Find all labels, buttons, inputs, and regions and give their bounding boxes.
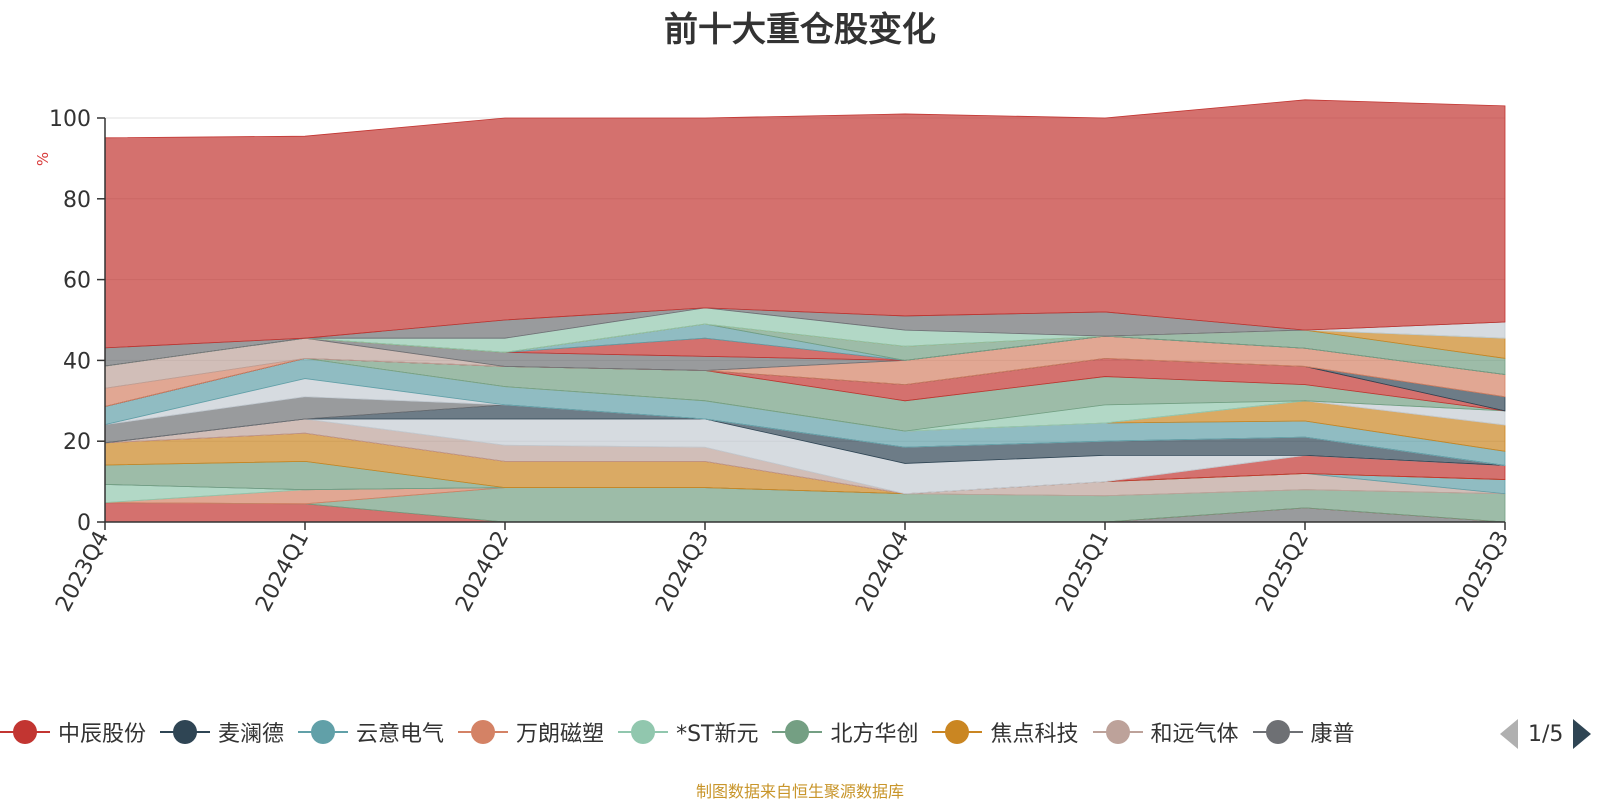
legend-item[interactable]: 麦澜德	[160, 716, 284, 748]
legend-item[interactable]: 和远气体	[1092, 716, 1239, 748]
legend-item-label: 北方华创	[830, 722, 919, 747]
legend-item[interactable]: 北方华创	[772, 716, 918, 748]
legend-marker-icon	[458, 719, 509, 745]
source-note: 制图数据来自恒生聚源数据库	[695, 782, 904, 801]
x-tick-label: 2024Q2	[451, 527, 514, 616]
chart-title: 前十大重仓股变化	[664, 10, 936, 50]
y-tick-label: 100	[49, 107, 91, 132]
y-tick-label: 20	[63, 430, 91, 455]
x-tick-label: 2025Q1	[1051, 527, 1114, 616]
legend-marker-icon	[1092, 719, 1143, 745]
y-tick-label: 80	[63, 188, 91, 213]
legend-item[interactable]: 云意电气	[298, 716, 444, 748]
legend-item[interactable]: 康普	[1252, 716, 1355, 748]
legend-marker-icon	[298, 719, 349, 745]
y-tick-label: 0	[77, 511, 91, 536]
x-tick-label: 2023Q4	[51, 527, 114, 616]
legend-item[interactable]: 万朗磁塑	[458, 716, 604, 748]
x-tick-label: 2025Q2	[1251, 527, 1314, 616]
legend-next-icon[interactable]	[1573, 719, 1592, 749]
legend-item-label: *ST新元	[676, 722, 759, 747]
legend-marker-icon	[0, 719, 50, 745]
x-tick-label: 2024Q1	[251, 527, 314, 616]
legend-marker-icon	[1252, 719, 1303, 745]
x-tick-label: 2025Q3	[1451, 527, 1514, 616]
legend-page-indicator: 1/5	[1528, 721, 1564, 747]
x-tick-label: 2024Q4	[851, 527, 914, 616]
y-tick-label: 60	[63, 269, 91, 294]
area-series-32	[104, 99, 1506, 349]
legend-item-label: 康普	[1310, 722, 1355, 747]
legend-item-label: 中辰股份	[58, 722, 147, 747]
legend-item-label: 焦点科技	[990, 722, 1079, 747]
legend-pager: 1/5	[1500, 716, 1592, 752]
legend-marker-icon	[932, 719, 983, 745]
legend: 中辰股份 麦澜德 云意电气 万朗磁塑 *ST新元 北方华创 焦点科技 和远气体 康普	[0, 716, 1480, 752]
legend-prev-icon[interactable]	[1500, 719, 1518, 749]
legend-item[interactable]: *ST新元	[618, 716, 758, 748]
y-tick-label: 40	[63, 349, 91, 374]
legend-item-label: 万朗磁塑	[516, 722, 605, 747]
legend-item[interactable]: 中辰股份	[0, 716, 146, 748]
legend-item[interactable]: 焦点科技	[932, 716, 1079, 748]
x-tick-label: 2024Q3	[651, 527, 714, 616]
legend-marker-icon	[160, 719, 211, 745]
stacked-area-chart: 0 20 40 60 80 100 2023Q4 2024Q1 2024Q2 2024Q3 2024…	[49, 99, 1514, 616]
legend-marker-icon	[618, 719, 669, 745]
legend-item-label: 和远气体	[1150, 722, 1239, 747]
legend-marker-icon	[772, 719, 823, 745]
legend-item-label: 麦澜德	[218, 722, 285, 747]
legend-item-label: 云意电气	[356, 722, 445, 747]
